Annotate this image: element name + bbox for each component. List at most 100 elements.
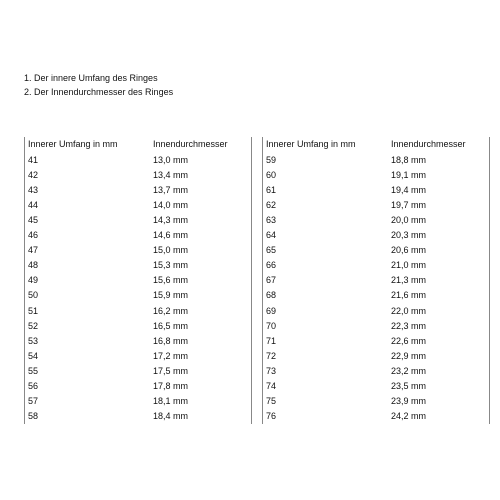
cell-umfang: 46 [28, 229, 153, 242]
cell-umfang: 49 [28, 274, 153, 287]
table-row: 5116,2 mm [25, 304, 251, 319]
table-row: 6721,3 mm [263, 273, 489, 288]
table-row: 4614,6 mm [25, 228, 251, 243]
cell-durchmesser: 22,9 mm [391, 350, 486, 363]
cell-durchmesser: 19,4 mm [391, 184, 486, 197]
table-row: 6922,0 mm [263, 304, 489, 319]
intro-line-2: 2. Der Innendurchmesser des Ringes [24, 86, 490, 100]
cell-umfang: 72 [266, 350, 391, 363]
cell-umfang: 68 [266, 289, 391, 302]
cell-umfang: 61 [266, 184, 391, 197]
intro-text: 1. Der innere Umfang des Ringes 2. Der I… [24, 72, 490, 99]
cell-durchmesser: 17,2 mm [153, 350, 248, 363]
left-table: Innerer Umfang in mm Innendurchmesser 41… [24, 137, 252, 424]
table-row: 4915,6 mm [25, 273, 251, 288]
cell-umfang: 57 [28, 395, 153, 408]
cell-durchmesser: 18,8 mm [391, 154, 486, 167]
cell-durchmesser: 18,1 mm [153, 395, 248, 408]
cell-durchmesser: 19,1 mm [391, 169, 486, 182]
cell-durchmesser: 14,3 mm [153, 214, 248, 227]
cell-umfang: 66 [266, 259, 391, 272]
table-header: Innerer Umfang in mm Innendurchmesser [263, 137, 489, 153]
tables-container: Innerer Umfang in mm Innendurchmesser 41… [24, 137, 490, 424]
table-row: 7222,9 mm [263, 349, 489, 364]
header-umfang: Innerer Umfang in mm [28, 138, 153, 151]
table-row: 7423,5 mm [263, 379, 489, 394]
table-row: 7523,9 mm [263, 394, 489, 409]
cell-durchmesser: 21,6 mm [391, 289, 486, 302]
table-row: 5918,8 mm [263, 153, 489, 168]
table-row: 6520,6 mm [263, 243, 489, 258]
table-row: 4213,4 mm [25, 168, 251, 183]
cell-umfang: 63 [266, 214, 391, 227]
cell-umfang: 70 [266, 320, 391, 333]
cell-umfang: 53 [28, 335, 153, 348]
cell-umfang: 62 [266, 199, 391, 212]
cell-umfang: 41 [28, 154, 153, 167]
cell-umfang: 54 [28, 350, 153, 363]
cell-durchmesser: 17,5 mm [153, 365, 248, 378]
cell-umfang: 52 [28, 320, 153, 333]
cell-durchmesser: 16,8 mm [153, 335, 248, 348]
page: 1. Der innere Umfang des Ringes 2. Der I… [0, 0, 500, 424]
table-row: 5617,8 mm [25, 379, 251, 394]
table-row: 4414,0 mm [25, 198, 251, 213]
table-row: 4313,7 mm [25, 183, 251, 198]
cell-umfang: 73 [266, 365, 391, 378]
left-table-body: 4113,0 mm4213,4 mm4313,7 mm4414,0 mm4514… [25, 153, 251, 424]
cell-umfang: 64 [266, 229, 391, 242]
table-row: 4514,3 mm [25, 213, 251, 228]
cell-umfang: 71 [266, 335, 391, 348]
cell-durchmesser: 20,3 mm [391, 229, 486, 242]
table-row: 6821,6 mm [263, 288, 489, 303]
cell-umfang: 47 [28, 244, 153, 257]
cell-umfang: 75 [266, 395, 391, 408]
cell-umfang: 55 [28, 365, 153, 378]
table-row: 7022,3 mm [263, 319, 489, 334]
table-row: 5818,4 mm [25, 409, 251, 424]
table-row: 7624,2 mm [263, 409, 489, 424]
table-row: 7323,2 mm [263, 364, 489, 379]
cell-durchmesser: 14,0 mm [153, 199, 248, 212]
cell-durchmesser: 23,5 mm [391, 380, 486, 393]
cell-durchmesser: 21,0 mm [391, 259, 486, 272]
cell-durchmesser: 15,0 mm [153, 244, 248, 257]
table-row: 6019,1 mm [263, 168, 489, 183]
cell-durchmesser: 16,5 mm [153, 320, 248, 333]
table-row: 5417,2 mm [25, 349, 251, 364]
cell-durchmesser: 23,9 mm [391, 395, 486, 408]
cell-umfang: 50 [28, 289, 153, 302]
cell-durchmesser: 22,3 mm [391, 320, 486, 333]
table-row: 6219,7 mm [263, 198, 489, 213]
cell-umfang: 69 [266, 305, 391, 318]
cell-durchmesser: 15,9 mm [153, 289, 248, 302]
cell-durchmesser: 18,4 mm [153, 410, 248, 423]
table-row: 4715,0 mm [25, 243, 251, 258]
table-row: 5316,8 mm [25, 334, 251, 349]
right-table-body: 5918,8 mm6019,1 mm6119,4 mm6219,7 mm6320… [263, 153, 489, 424]
header-durchmesser: Innendurchmesser [391, 138, 486, 151]
cell-durchmesser: 13,4 mm [153, 169, 248, 182]
table-row: 5015,9 mm [25, 288, 251, 303]
header-durchmesser: Innendurchmesser [153, 138, 248, 151]
cell-durchmesser: 15,3 mm [153, 259, 248, 272]
cell-durchmesser: 13,7 mm [153, 184, 248, 197]
table-row: 5216,5 mm [25, 319, 251, 334]
cell-durchmesser: 21,3 mm [391, 274, 486, 287]
cell-umfang: 56 [28, 380, 153, 393]
table-row: 5517,5 mm [25, 364, 251, 379]
cell-durchmesser: 20,0 mm [391, 214, 486, 227]
cell-durchmesser: 22,0 mm [391, 305, 486, 318]
cell-durchmesser: 13,0 mm [153, 154, 248, 167]
header-umfang: Innerer Umfang in mm [266, 138, 391, 151]
table-row: 6320,0 mm [263, 213, 489, 228]
table-header: Innerer Umfang in mm Innendurchmesser [25, 137, 251, 153]
intro-line-1: 1. Der innere Umfang des Ringes [24, 72, 490, 86]
table-row: 5718,1 mm [25, 394, 251, 409]
cell-durchmesser: 20,6 mm [391, 244, 486, 257]
cell-umfang: 60 [266, 169, 391, 182]
table-row: 6621,0 mm [263, 258, 489, 273]
cell-umfang: 67 [266, 274, 391, 287]
table-row: 6119,4 mm [263, 183, 489, 198]
table-row: 6420,3 mm [263, 228, 489, 243]
